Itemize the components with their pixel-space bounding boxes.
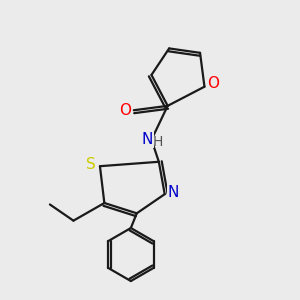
Text: H: H — [153, 135, 163, 149]
Text: S: S — [86, 157, 96, 172]
Text: N: N — [141, 132, 153, 147]
Text: O: O — [120, 103, 132, 118]
Text: N: N — [168, 185, 179, 200]
Text: O: O — [207, 76, 219, 91]
